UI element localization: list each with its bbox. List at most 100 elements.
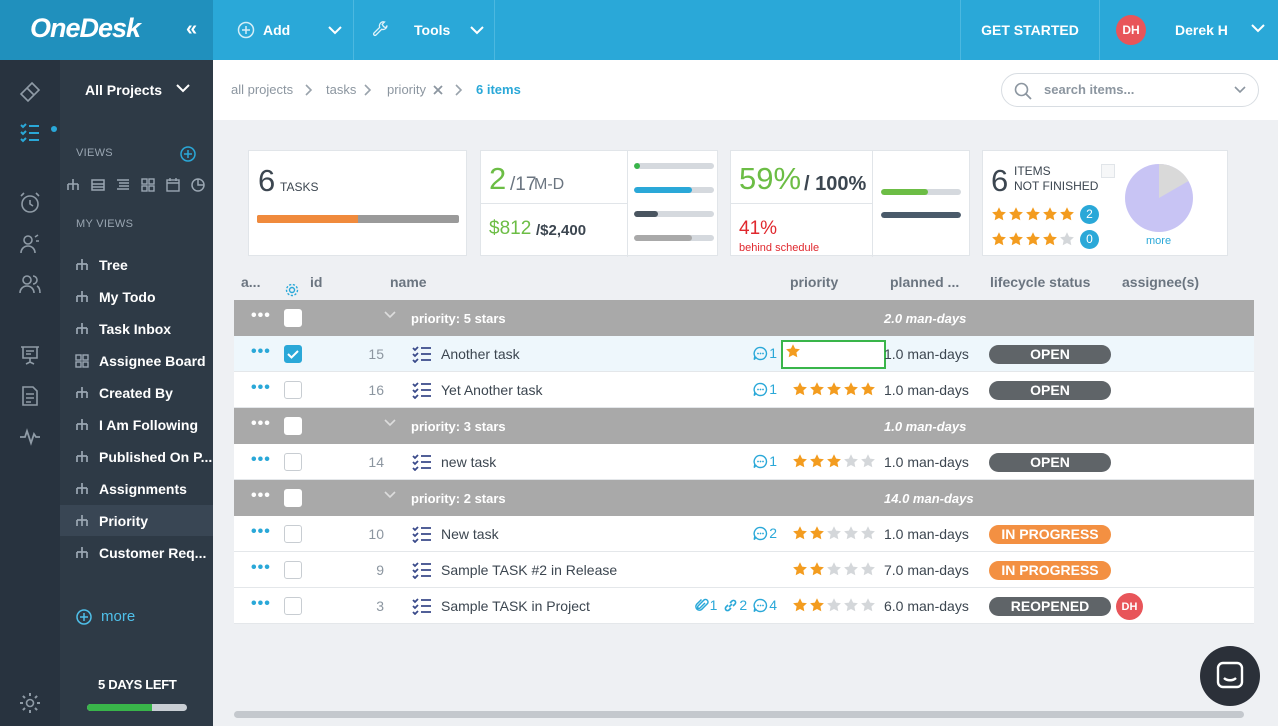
col-name[interactable]: name — [390, 274, 427, 290]
priority-stars[interactable] — [792, 525, 876, 541]
col-assignee[interactable]: assignee(s) — [1122, 274, 1200, 290]
priority-stars[interactable] — [792, 453, 876, 469]
star-empty-icon[interactable] — [860, 597, 876, 613]
task-name[interactable]: Sample TASK in Project — [441, 598, 590, 614]
group-collapse-chevron-icon[interactable] — [384, 419, 396, 427]
star-empty-icon[interactable] — [826, 561, 842, 577]
lifecycle-status-badge[interactable]: IN PROGRESS — [989, 561, 1111, 580]
priority-editor-cell[interactable] — [781, 340, 886, 369]
star-filled-icon[interactable] — [1008, 231, 1024, 247]
star-filled-icon[interactable] — [1008, 206, 1024, 222]
priority-stars[interactable] — [792, 561, 876, 577]
task-name[interactable]: Yet Another task — [441, 382, 543, 398]
group-collapse-chevron-icon[interactable] — [384, 311, 396, 319]
search-input[interactable] — [1044, 82, 1224, 97]
sidebar-item-created-by[interactable]: Created By — [60, 377, 213, 408]
col-priority[interactable]: priority — [790, 274, 839, 290]
task-name[interactable]: Sample TASK #2 in Release — [441, 562, 618, 578]
chat-launcher-button[interactable] — [1200, 646, 1260, 706]
table-row[interactable]: ••• 16 Yet Another task 1 1.0 man-days OPEN — [234, 372, 1254, 408]
star-filled-icon[interactable] — [860, 381, 876, 397]
calendar-view-icon[interactable] — [165, 177, 181, 193]
remove-filter-close-icon[interactable] — [432, 84, 444, 96]
star-filled-icon[interactable] — [792, 381, 808, 397]
group-header-row[interactable]: ••• priority: 3 stars 1.0 man-days — [234, 408, 1254, 444]
sidebar-item-priority[interactable]: Priority — [60, 505, 213, 536]
comment-counter[interactable]: 1 — [753, 453, 777, 469]
sidebar-item-task-inbox[interactable]: Task Inbox — [60, 313, 213, 344]
row-checkbox[interactable] — [284, 381, 302, 399]
star-filled-icon[interactable] — [1059, 206, 1075, 222]
activity-pulse-icon[interactable] — [18, 424, 42, 448]
star-filled-icon[interactable] — [826, 381, 842, 397]
row-actions-menu[interactable]: ••• — [251, 559, 271, 576]
col-id[interactable]: id — [310, 274, 323, 290]
sidebar-item-customer-req[interactable]: Customer Req... — [60, 537, 213, 568]
priority-stars[interactable] — [785, 343, 801, 359]
star-filled-icon[interactable] — [809, 525, 825, 541]
tree-view-icon[interactable] — [65, 177, 81, 193]
task-name[interactable]: New task — [441, 526, 499, 542]
user-name[interactable]: Derek H — [1175, 22, 1228, 38]
presentation-icon[interactable] — [18, 343, 42, 367]
comment-counter[interactable]: 4 — [753, 597, 777, 613]
sidebar-item-assignments[interactable]: Assignments — [60, 473, 213, 504]
lifecycle-status-badge[interactable]: OPEN — [989, 381, 1111, 400]
star-filled-icon[interactable] — [843, 381, 859, 397]
crumb-all-projects[interactable]: all projects — [231, 82, 294, 97]
star-filled-icon[interactable] — [826, 453, 842, 469]
lifecycle-status-badge[interactable]: REOPENED — [989, 597, 1111, 616]
row-checkbox[interactable] — [284, 345, 302, 363]
tickets-icon[interactable] — [18, 80, 42, 104]
row-checkbox[interactable] — [284, 597, 302, 615]
star-filled-icon[interactable] — [1025, 206, 1041, 222]
attachment-counter[interactable]: 1 — [694, 597, 717, 613]
priority-stars[interactable] — [792, 381, 876, 397]
star-empty-icon[interactable] — [843, 597, 859, 613]
star-filled-icon[interactable] — [809, 597, 825, 613]
group-checkbox[interactable] — [284, 489, 302, 507]
star-empty-icon[interactable] — [860, 561, 876, 577]
star-empty-icon[interactable] — [843, 453, 859, 469]
star-filled-icon[interactable] — [1042, 231, 1058, 247]
table-row[interactable]: ••• 10 New task 2 1.0 man-days IN PROGRESS — [234, 516, 1254, 552]
row-actions-menu[interactable]: ••• — [251, 343, 271, 360]
star-filled-icon[interactable] — [809, 381, 825, 397]
star-empty-icon[interactable] — [843, 525, 859, 541]
outline-view-icon[interactable] — [115, 177, 131, 193]
tasks-icon[interactable] — [18, 120, 42, 144]
comment-counter[interactable]: 1 — [753, 381, 777, 397]
crumb-tasks[interactable]: tasks — [326, 82, 357, 97]
row-checkbox[interactable] — [284, 525, 302, 543]
more-views-link[interactable]: more — [76, 608, 135, 625]
row-actions-menu[interactable]: ••• — [251, 307, 271, 324]
row-actions-menu[interactable]: ••• — [251, 523, 271, 540]
pie-more-link[interactable]: more — [1146, 235, 1172, 247]
star-filled-icon[interactable] — [792, 525, 808, 541]
crumb-priority[interactable]: priority — [387, 82, 427, 97]
table-row[interactable]: ••• 9 Sample TASK #2 in Release 7.0 man-day… — [234, 552, 1254, 588]
star-filled-icon[interactable] — [1042, 206, 1058, 222]
sidebar-item-i-am-following[interactable]: I Am Following — [60, 409, 213, 440]
table-row[interactable]: ••• 15 Another task 1 1.0 man-days OPEN — [234, 336, 1254, 372]
group-checkbox[interactable] — [284, 309, 302, 327]
star-filled-icon[interactable] — [809, 561, 825, 577]
col-lifecycle[interactable]: lifecycle status — [990, 274, 1091, 290]
row-actions-menu[interactable]: ••• — [251, 379, 271, 396]
user-menu-chevron-icon[interactable] — [1251, 24, 1265, 33]
group-collapse-chevron-icon[interactable] — [384, 491, 396, 499]
star-filled-icon[interactable] — [792, 561, 808, 577]
star-empty-icon[interactable] — [843, 561, 859, 577]
col-planned[interactable]: planned ... — [890, 274, 960, 290]
column-settings-gear-icon[interactable] — [284, 282, 300, 298]
row-checkbox[interactable] — [284, 453, 302, 471]
group-checkbox[interactable] — [284, 417, 302, 435]
sidebar-item-published-on-p[interactable]: Published On P... — [60, 441, 213, 472]
user-avatar[interactable]: DH — [1116, 15, 1146, 45]
row-actions-menu[interactable]: ••• — [251, 595, 271, 612]
priority-pie-chart[interactable] — [1124, 163, 1194, 233]
link-counter[interactable]: 2 — [723, 597, 747, 613]
list-view-icon[interactable] — [90, 177, 106, 193]
document-icon[interactable] — [18, 384, 42, 408]
sidebar-item-my-todo[interactable]: My Todo — [60, 281, 213, 312]
